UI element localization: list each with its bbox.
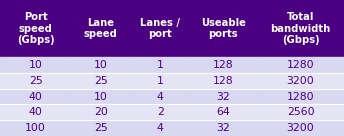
Text: 1: 1: [157, 76, 164, 86]
Bar: [257, 73, 344, 89]
Text: 10: 10: [94, 60, 108, 70]
Text: 3200: 3200: [287, 123, 314, 133]
Text: 1: 1: [157, 60, 164, 70]
Bar: [130, 89, 190, 104]
Bar: [71, 73, 130, 89]
Bar: [190, 104, 257, 120]
Text: 3200: 3200: [287, 76, 314, 86]
Text: 25: 25: [94, 123, 108, 133]
Text: 128: 128: [213, 60, 234, 70]
Bar: [257, 89, 344, 104]
Bar: [257, 0, 344, 57]
Text: Useable
ports: Useable ports: [201, 18, 246, 39]
Text: 4: 4: [157, 92, 164, 102]
Text: 40: 40: [29, 92, 43, 102]
Bar: [190, 89, 257, 104]
Bar: [71, 0, 130, 57]
Text: 1280: 1280: [287, 60, 314, 70]
Bar: [130, 73, 190, 89]
Bar: [0, 73, 71, 89]
Text: 1280: 1280: [287, 92, 314, 102]
Text: 4: 4: [157, 123, 164, 133]
Bar: [71, 104, 130, 120]
Bar: [190, 0, 257, 57]
Text: 2: 2: [157, 107, 164, 117]
Text: 64: 64: [216, 107, 230, 117]
Text: 25: 25: [29, 76, 42, 86]
Bar: [71, 89, 130, 104]
Text: 100: 100: [25, 123, 46, 133]
Bar: [130, 0, 190, 57]
Bar: [190, 120, 257, 136]
Bar: [0, 57, 71, 73]
Text: 10: 10: [94, 92, 108, 102]
Text: 32: 32: [216, 92, 230, 102]
Text: Port
speed
(Gbps): Port speed (Gbps): [17, 12, 54, 45]
Bar: [130, 120, 190, 136]
Text: 20: 20: [94, 107, 108, 117]
Text: Lanes /
port: Lanes / port: [140, 18, 180, 39]
Text: 32: 32: [216, 123, 230, 133]
Text: 10: 10: [29, 60, 43, 70]
Bar: [0, 120, 71, 136]
Text: 40: 40: [29, 107, 43, 117]
Text: Lane
speed: Lane speed: [84, 18, 118, 39]
Text: Total
bandwidth
(Gbps): Total bandwidth (Gbps): [270, 12, 331, 45]
Bar: [257, 104, 344, 120]
Text: 25: 25: [94, 76, 108, 86]
Bar: [190, 73, 257, 89]
Bar: [130, 57, 190, 73]
Bar: [0, 0, 71, 57]
Bar: [0, 89, 71, 104]
Bar: [190, 57, 257, 73]
Text: 128: 128: [213, 76, 234, 86]
Bar: [0, 104, 71, 120]
Bar: [130, 104, 190, 120]
Bar: [71, 120, 130, 136]
Text: 2560: 2560: [287, 107, 314, 117]
Bar: [257, 120, 344, 136]
Bar: [71, 57, 130, 73]
Bar: [257, 57, 344, 73]
